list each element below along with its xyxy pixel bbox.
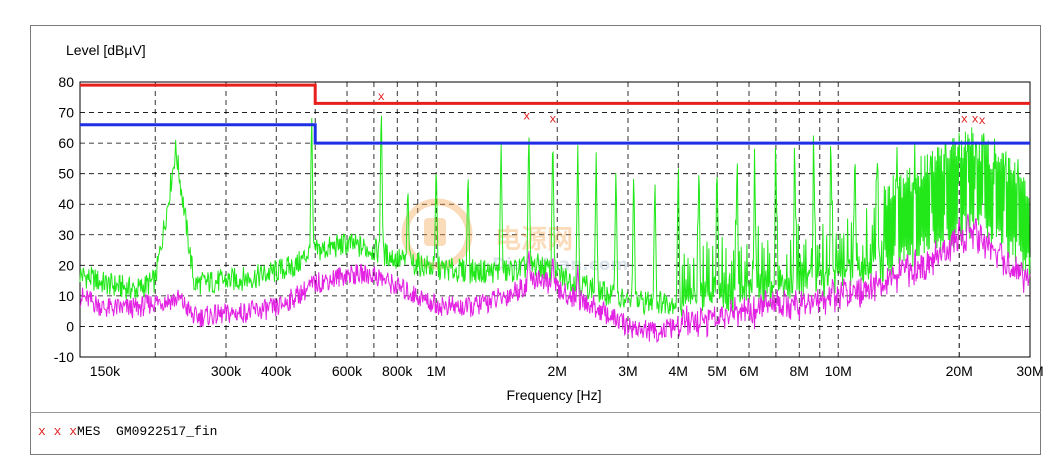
y-tick-label: -10 xyxy=(54,349,74,365)
x-tick-label: 30M xyxy=(1016,363,1043,379)
x-axis-title: Frequency [Hz] xyxy=(507,387,602,403)
x-tick-label: 6M xyxy=(739,363,758,379)
y-tick-label: 20 xyxy=(58,257,74,273)
peak-marker: x xyxy=(378,90,385,104)
series-line xyxy=(79,115,1031,317)
y-axis-title: Level [dBµV] xyxy=(66,42,146,58)
peak-marker: x xyxy=(523,110,530,124)
x-tick-label: 4M xyxy=(668,363,687,379)
peak-marker: x xyxy=(978,114,985,128)
limit-line xyxy=(80,123,1030,145)
y-tick-label: 0 xyxy=(66,318,74,334)
x-tick-label: 10M xyxy=(825,363,852,379)
peak-marker: x xyxy=(549,113,556,127)
watermark-main: 电源网 xyxy=(495,225,573,255)
peak-marker: x xyxy=(961,113,968,127)
x-tick-label: 600k xyxy=(332,363,363,379)
legend-label: MES GM0922517_fin xyxy=(77,424,218,439)
x-tick-label: 20M xyxy=(946,363,973,379)
peak-marker: x xyxy=(971,113,978,127)
y-tick-label: 30 xyxy=(58,227,74,243)
y-tick-label: 10 xyxy=(58,288,74,304)
x-tick-label: 800k xyxy=(382,363,413,379)
y-tick-label: 40 xyxy=(58,196,74,212)
y-tick-label: 60 xyxy=(58,135,74,151)
y-tick-label: 50 xyxy=(58,166,74,182)
x-tick-label: 1M xyxy=(426,363,445,379)
plot-area xyxy=(79,81,1031,358)
x-tick-label: 3M xyxy=(618,363,637,379)
y-tick-label: 70 xyxy=(58,105,74,121)
limit-line xyxy=(80,83,1030,105)
x-tick-label: 2M xyxy=(547,363,566,379)
x-tick-label: 400k xyxy=(261,363,292,379)
y-tick-label: 80 xyxy=(58,74,74,90)
x-tick-label: 150k xyxy=(90,363,121,379)
x-tick-label: 8M xyxy=(790,363,809,379)
legend-marker-symbols: x x x xyxy=(38,424,78,439)
x-tick-label: 5M xyxy=(707,363,726,379)
legend-entry: x x xMES GM0922517_fin xyxy=(38,424,217,439)
series-line xyxy=(79,213,1031,343)
legend-strip: x x xMES GM0922517_fin xyxy=(30,412,1041,456)
x-tick-label: 300k xyxy=(211,363,242,379)
